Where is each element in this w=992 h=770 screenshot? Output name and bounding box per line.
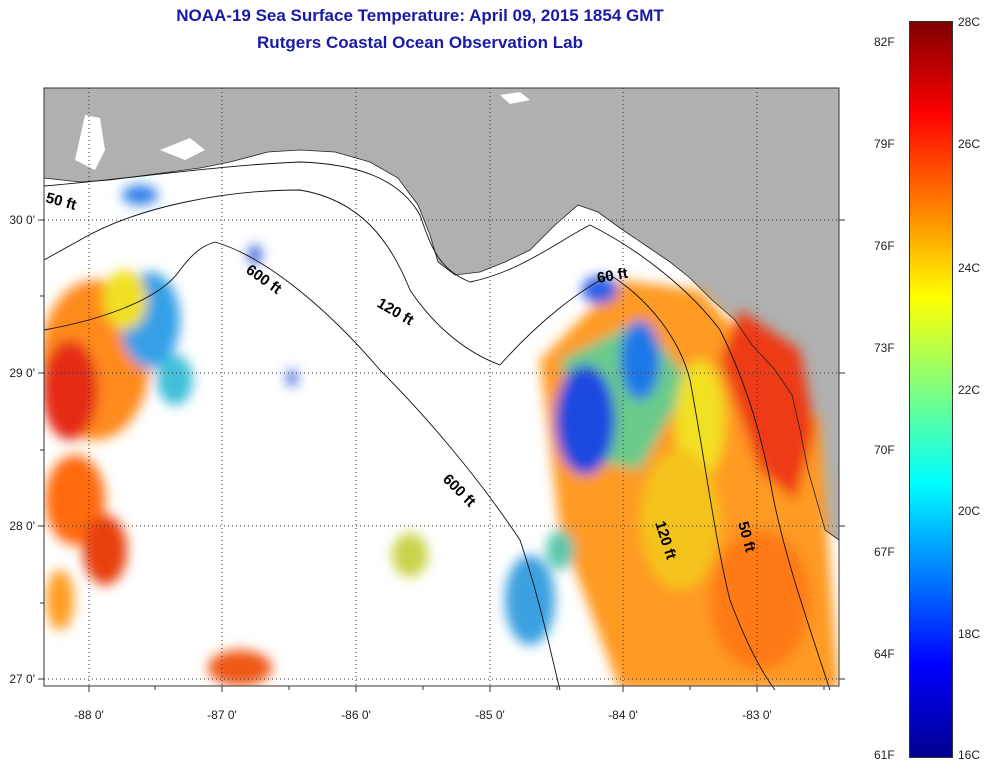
land-area (44, 88, 839, 540)
contour-label: 60 ft (596, 265, 629, 287)
bay-inlet (160, 138, 205, 160)
depth-contours (43, 161, 831, 691)
lon-tick-label: -85 0' (475, 708, 505, 722)
contour-600ft (43, 241, 561, 691)
colorbar-celsius-label: 28C (958, 15, 981, 29)
colorbar-fahrenheit-label: 79F (874, 137, 895, 151)
colorbar-fahrenheit-label: 76F (874, 239, 895, 253)
lake-spot (500, 92, 530, 104)
map-subtitle: Rutgers Coastal Ocean Observation Lab (257, 33, 583, 52)
grid (44, 88, 839, 686)
colorbar-fahrenheit-label: 82F (874, 35, 895, 49)
colorbar-fahrenheit-label: 67F (874, 545, 895, 559)
lat-tick-label: 27 0' (9, 672, 35, 686)
coastline (43, 149, 840, 541)
colorbar-fahrenheit-label: 73F (874, 341, 895, 355)
lon-tick-label: -87 0' (207, 708, 237, 722)
lon-tick-label: -88 0' (74, 708, 104, 722)
colorbar-celsius-label: 24C (958, 261, 981, 275)
colorbar-celsius-label: 18C (958, 627, 981, 641)
lat-tick-label: 30 0' (9, 213, 35, 227)
lon-tick-label: -84 0' (608, 708, 638, 722)
contour-120ft (43, 189, 776, 691)
bay-inlet (75, 115, 105, 170)
colorbar-fahrenheit-label: 61F (874, 748, 895, 762)
map-frame (43, 87, 840, 687)
tick-marks (38, 219, 845, 692)
colorbar (909, 21, 953, 758)
colorbar-celsius-label: 26C (958, 137, 981, 151)
sst-patches (44, 185, 839, 686)
map-title: NOAA-19 Sea Surface Temperature: April 0… (176, 6, 664, 25)
contour-50ft (43, 161, 831, 691)
colorbar-celsius-label: 22C (958, 383, 981, 397)
lon-tick-label: -86 0' (341, 708, 371, 722)
colorbar-celsius-label: 20C (958, 504, 981, 518)
lon-tick-label: -83 0' (742, 708, 772, 722)
lat-tick-label: 28 0' (9, 519, 35, 533)
lat-tick-label: 29 0' (9, 366, 35, 380)
colorbar-fahrenheit-label: 64F (874, 647, 895, 661)
colorbar-fahrenheit-label: 70F (874, 443, 895, 457)
colorbar-celsius-label: 16C (958, 748, 981, 762)
